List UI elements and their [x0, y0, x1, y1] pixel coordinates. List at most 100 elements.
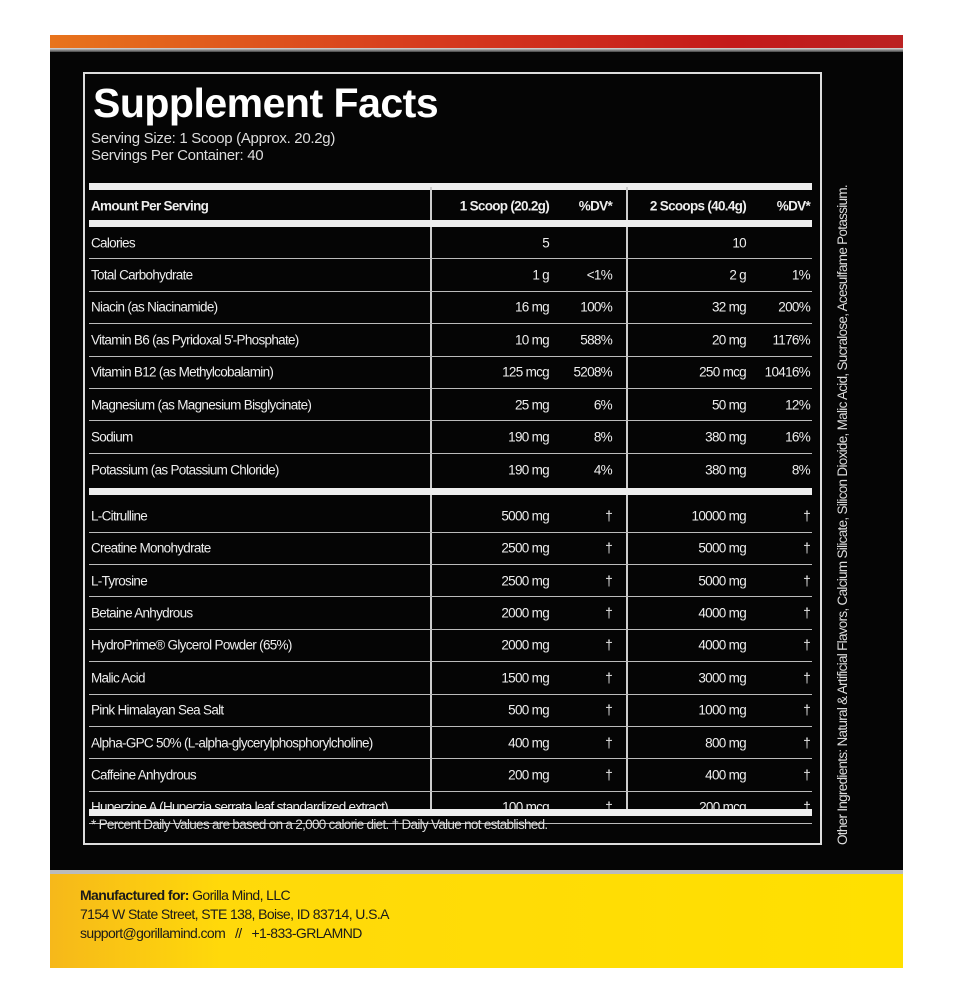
amount-2-scoops: 380 mg — [705, 462, 747, 478]
dv-2-scoops: † — [803, 735, 810, 751]
dv-2-scoops: 10416% — [764, 364, 811, 380]
dv-2-scoops: 8% — [791, 462, 811, 478]
nutrient-name: Niacin (as Niacinamide) — [91, 299, 218, 315]
amount-1-scoop: 200 mg — [508, 767, 550, 783]
dv-2-scoops: † — [803, 702, 810, 718]
nutrient-name: Pink Himalayan Sea Salt — [91, 702, 224, 718]
nutrient-name: Potassium (as Potassium Chloride) — [91, 462, 279, 478]
dv-1-scoop: † — [605, 508, 612, 524]
dv-1-scoop: † — [605, 637, 612, 653]
table-row: Alpha-GPC 50% (L-alpha-glycerylphosphory… — [89, 727, 812, 760]
table-row: Niacin (as Niacinamide) 16 mg 100% 32 mg 200… — [89, 292, 812, 325]
dv-2-scoops: † — [803, 508, 810, 524]
dv-2-scoops: † — [803, 573, 810, 589]
amount-2-scoops: 800 mg — [705, 735, 747, 751]
amount-1-scoop: 5000 mg — [501, 508, 549, 524]
amount-2-scoops: 5000 mg — [698, 540, 746, 556]
top-color-bar — [50, 35, 903, 52]
dv-2-scoops: 1176% — [772, 332, 810, 348]
divider — [89, 488, 812, 496]
header-dv2: %DV* — [776, 198, 811, 214]
divider — [89, 220, 812, 227]
divider — [89, 183, 812, 190]
dv-1-scoop: † — [605, 573, 612, 589]
dv-1-scoop: 588% — [580, 332, 612, 348]
amount-1-scoop: 2500 mg — [501, 540, 549, 556]
amount-1-scoop: 500 mg — [508, 702, 550, 718]
header-col2: 2 Scoops (40.4g) — [649, 198, 747, 214]
manufacturer-address: 7154 W State Street, STE 138, Boise, ID … — [80, 906, 389, 922]
nutrient-name: Betaine Anhydrous — [91, 605, 193, 621]
dv-1-scoop: 5208% — [573, 364, 612, 380]
amount-1-scoop: 10 mg — [514, 332, 550, 348]
column-divider — [430, 187, 432, 809]
table-row: Malic Acid 1500 mg † 3000 mg † — [89, 662, 812, 695]
manufacturer-info: Manufactured for: Gorilla Mind, LLC 7154… — [50, 870, 903, 968]
manufacturer-name: Gorilla Mind, LLC — [188, 887, 291, 903]
amount-2-scoops: 4000 mg — [698, 605, 746, 621]
column-divider — [626, 187, 628, 809]
dv-2-scoops: 12% — [785, 397, 811, 413]
divider — [89, 809, 812, 816]
dv-1-scoop: † — [605, 799, 612, 815]
nutrient-name: Caffeine Anhydrous — [91, 767, 197, 783]
amount-1-scoop: 190 mg — [508, 429, 550, 445]
amount-1-scoop: 2000 mg — [501, 605, 549, 621]
dv-2-scoops: † — [803, 605, 810, 621]
supplement-facts-box: Supplement Facts Serving Size: 1 Scoop (… — [83, 72, 822, 845]
table-row: L-Citrulline 5000 mg † 10000 mg † — [89, 500, 812, 533]
dv-1-scoop: 4% — [593, 462, 613, 478]
header-col1: 1 Scoop (20.2g) — [459, 198, 550, 214]
manufacturer-contact: support@gorillamind.com // +1-833-GRLAMN… — [80, 925, 362, 941]
dv-1-scoop: 100% — [580, 299, 612, 315]
servings-per-container: Servings Per Container: 40 — [91, 147, 264, 164]
nutrient-name: Calories — [91, 235, 136, 251]
amount-2-scoops: 50 mg — [711, 397, 747, 413]
amount-2-scoops: 1000 mg — [698, 702, 746, 718]
amount-2-scoops: 5000 mg — [698, 573, 746, 589]
dv-1-scoop: † — [605, 540, 612, 556]
dv-1-scoop: † — [605, 605, 612, 621]
dv-2-scoops: 1% — [791, 267, 811, 283]
nutrient-name: Vitamin B6 (as Pyridoxal 5'-Phosphate) — [91, 332, 299, 348]
nutrient-name: Vitamin B12 (as Methylcobalamin) — [91, 364, 274, 380]
amount-1-scoop: 400 mg — [508, 735, 550, 751]
table-row: Total Carbohydrate 1 g <1% 2 g 1% — [89, 259, 812, 292]
table-row: L-Tyrosine 2500 mg † 5000 mg † — [89, 565, 812, 598]
amount-2-scoops: 250 mcg — [699, 364, 747, 380]
dv-2-scoops: 16% — [785, 429, 811, 445]
dv-1-scoop: † — [605, 735, 612, 751]
nutrient-name: Magnesium (as Magnesium Bisglycinate) — [91, 397, 312, 413]
table-row: Calories 5 10 — [89, 227, 812, 260]
nutrient-name: Malic Acid — [91, 670, 145, 686]
amount-1-scoop: 190 mg — [508, 462, 550, 478]
table-row: Magnesium (as Magnesium Bisglycinate) 25 … — [89, 389, 812, 422]
dv-2-scoops: 200% — [778, 299, 810, 315]
dv-2-scoops: † — [803, 670, 810, 686]
amount-2-scoops: 3000 mg — [698, 670, 746, 686]
header-row: Amount Per Serving 1 Scoop (20.2g) %DV* … — [89, 190, 812, 222]
supplement-label: Supplement Facts Serving Size: 1 Scoop (… — [50, 35, 903, 968]
dv-2-scoops: † — [803, 637, 810, 653]
dv-1-scoop: <1% — [586, 267, 613, 283]
amount-1-scoop: 1 g — [532, 267, 549, 283]
table-row: Betaine Anhydrous 2000 mg † 4000 mg † — [89, 597, 812, 630]
dv-2-scoops: † — [803, 767, 810, 783]
dv-1-scoop: 8% — [593, 429, 613, 445]
footnote: * Percent Daily Values are based on a 2,… — [91, 817, 548, 832]
manufacturer-label: Manufactured for: — [80, 887, 189, 903]
table-row: Creatine Monohydrate 2500 mg † 5000 mg † — [89, 533, 812, 565]
nutrient-name: L-Tyrosine — [91, 573, 148, 589]
table-row: Vitamin B6 (as Pyridoxal 5'-Phosphate) 10… — [89, 324, 812, 357]
title: Supplement Facts — [93, 80, 439, 126]
table-row: Vitamin B12 (as Methylcobalamin) 125 mcg 5… — [89, 357, 812, 389]
other-ingredients: Other Ingredients: Natural & Artificial … — [835, 185, 850, 845]
nutrient-name: Total Carbohydrate — [91, 267, 193, 283]
nutrient-name: HydroPrime® Glycerol Powder (65%) — [91, 637, 292, 653]
amount-1-scoop: 2500 mg — [501, 573, 549, 589]
dv-1-scoop: † — [605, 767, 612, 783]
amount-2-scoops: 2 g — [729, 267, 746, 283]
nutrient-name: Alpha-GPC 50% (L-alpha-glycerylphosphory… — [91, 735, 373, 751]
amount-1-scoop: 2000 mg — [501, 637, 549, 653]
amount-2-scoops: 4000 mg — [698, 637, 746, 653]
